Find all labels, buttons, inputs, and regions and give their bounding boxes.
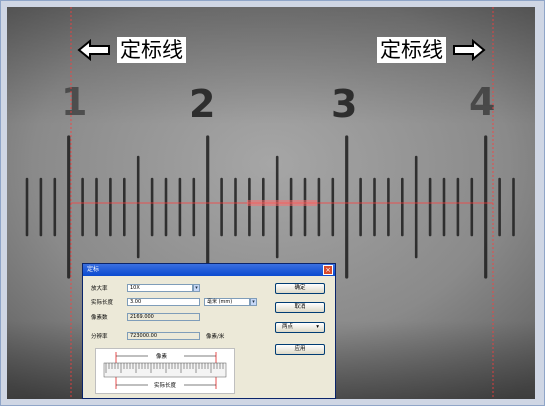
ruler-number: 3: [331, 82, 357, 126]
magnification-row: 放大率 10X ▾: [91, 283, 200, 293]
dialog-title: 定标: [87, 266, 100, 273]
apply-button[interactable]: 应用: [275, 344, 325, 355]
arrow-right-icon: [453, 39, 486, 61]
close-icon[interactable]: ×: [323, 265, 333, 275]
pixels-row: 像素数 2169.000: [91, 312, 200, 322]
arrow-left-icon: [77, 39, 110, 61]
calibration-callout-right: 定标线: [377, 37, 486, 63]
calibration-callout-left: 定标线: [77, 37, 186, 63]
ruler-number: 4: [469, 80, 495, 124]
measurement-readout: [247, 200, 317, 206]
ok-button[interactable]: 确定: [275, 283, 325, 294]
ruler-number: 1: [61, 80, 87, 124]
chevron-down-icon[interactable]: ▾: [250, 298, 257, 306]
magnification-select[interactable]: 10X: [127, 284, 193, 292]
actual-length-label: 实际长度: [91, 300, 114, 306]
actual-length-row: 实际长度 3.00 毫米 (mm) ▾: [91, 297, 257, 307]
magnification-label: 放大率: [91, 286, 108, 292]
diagram-actual-length-label: 实际长度: [154, 383, 177, 389]
calibration-label-right: 定标线: [377, 37, 446, 63]
chevron-down-icon: ▾: [316, 324, 319, 330]
ruler-number: 2: [189, 82, 215, 126]
ruler-ticks: [25, 135, 515, 279]
two-points-label: 两点: [282, 324, 294, 330]
calibration-dialog: 定标 × 放大率 10X ▾ 实际长度 3.00 毫米 (mm) ▾ 像素数 2…: [82, 263, 336, 399]
diagram-pixel-label: 像素: [156, 354, 168, 360]
cancel-button[interactable]: 取消: [275, 302, 325, 313]
pixels-label: 像素数: [91, 315, 108, 321]
dialog-title-bar[interactable]: 定标: [83, 264, 335, 276]
calibration-diagram: 像素 实际长度: [95, 348, 235, 394]
ruler-diagram: [103, 352, 227, 389]
resolution-row: 分辨率 723000.00 像素/米: [91, 331, 224, 341]
calibration-label-left: 定标线: [117, 37, 186, 63]
resolution-unit: 像素/米: [206, 334, 225, 340]
unit-select[interactable]: 毫米 (mm): [204, 298, 250, 306]
resolution-label: 分辨率: [91, 334, 108, 340]
two-points-dropdown[interactable]: 两点 ▾: [275, 322, 325, 333]
resolution-value: 723000.00: [127, 332, 200, 340]
pixels-value: 2169.000: [127, 313, 200, 321]
chevron-down-icon[interactable]: ▾: [193, 284, 200, 292]
actual-length-input[interactable]: 3.00: [127, 298, 200, 306]
